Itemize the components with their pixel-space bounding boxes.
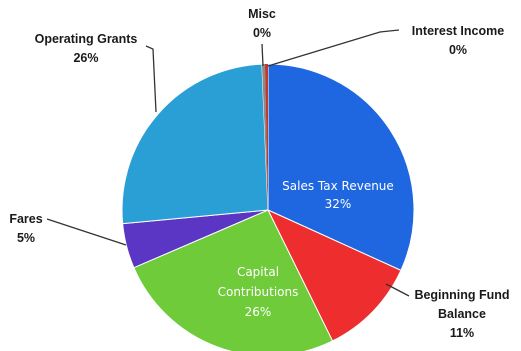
pie-slices <box>121 63 415 351</box>
value-capital-contributions: 26% <box>245 305 272 319</box>
slice-beginning-fund-balance <box>266 208 402 342</box>
label-sales-tax-revenue: Sales Tax Revenue <box>282 179 394 193</box>
slice-labels: Sales Tax Revenue 32% Beginning Fund Bal… <box>9 7 509 340</box>
leader-line-beginning-fund-balance <box>385 283 410 297</box>
leader-line-operating-grants <box>145 45 157 113</box>
label-fares: Fares <box>9 212 42 226</box>
slice-operating-grants <box>121 63 269 225</box>
value-operating-grants: 26% <box>73 51 98 65</box>
value-sales-tax-revenue: 32% <box>325 197 352 211</box>
slice-interest-income <box>264 63 268 210</box>
label-capital-contributions-line1: Capital <box>237 265 279 279</box>
label-misc: Misc <box>248 7 276 21</box>
value-misc: 0% <box>253 26 271 40</box>
label-beginning-fund-balance-line1: Beginning Fund <box>414 288 509 302</box>
leader-lines <box>46 29 410 297</box>
value-beginning-fund-balance: 11% <box>450 326 474 340</box>
label-interest-income: Interest Income <box>412 24 504 38</box>
leader-line-fares <box>46 218 127 246</box>
slice-misc <box>261 64 268 210</box>
leader-line-interest-income <box>267 29 400 67</box>
value-interest-income: 0% <box>449 43 467 57</box>
label-capital-contributions-line2: Contributions <box>218 285 299 299</box>
value-fares: 5% <box>17 231 35 245</box>
label-beginning-fund-balance-line2: Balance <box>438 307 486 321</box>
leader-line-misc <box>261 43 264 67</box>
slice-capital-contributions <box>133 209 334 351</box>
label-operating-grants: Operating Grants <box>35 32 138 46</box>
slice-sales-tax-revenue <box>267 63 415 272</box>
